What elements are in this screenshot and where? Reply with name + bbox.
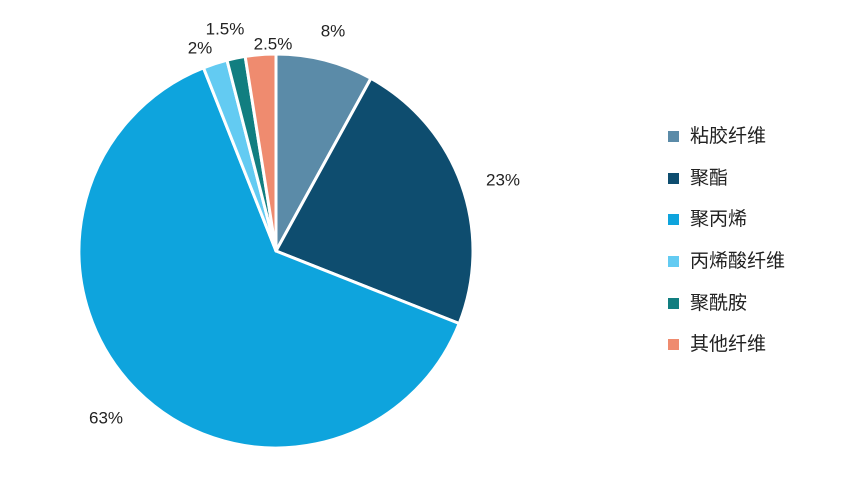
legend-label-5: 聚酰胺 [690, 291, 748, 314]
slice-data-label-2: 23% [486, 170, 520, 189]
legend-label-3: 聚丙烯 [690, 208, 748, 231]
legend-swatch-2 [668, 172, 679, 184]
legend-item-4: 丙烯酸纤维 [668, 241, 785, 283]
pie-slice-3 [77, 66, 461, 450]
pie-slice-1 [274, 52, 373, 253]
slice-data-label-1: 8% [321, 21, 346, 40]
slice-data-label-3: 63% [89, 408, 123, 427]
legend-item-1: 粘胶纤维 [668, 116, 785, 158]
pie-slice-2 [274, 76, 475, 326]
legend-swatch-3 [668, 214, 679, 226]
slice-data-labels: 8% 23% 63% 2%1.5% 2.5% [89, 19, 520, 427]
pie-slice-6 [243, 52, 278, 253]
slice-data-label-4: 2% [188, 38, 213, 57]
legend-item-5: 聚酰胺 [668, 282, 785, 324]
chart-legend: 粘胶纤维聚酯聚丙烯丙烯酸纤维聚酰胺其他纤维 [668, 116, 785, 366]
legend-swatch-6 [668, 339, 679, 351]
slice-data-label-5: 1.5% [206, 19, 245, 38]
legend-label-1: 粘胶纤维 [690, 125, 767, 148]
legend-swatch-4 [668, 256, 679, 268]
legend-label-2: 聚酯 [690, 166, 729, 189]
legend-label-6: 其他纤维 [690, 333, 767, 356]
legend-swatch-1 [668, 131, 679, 143]
legend-item-3: 聚丙烯 [668, 199, 785, 241]
legend-item-2: 聚酯 [668, 158, 785, 200]
legend-label-4: 丙烯酸纤维 [690, 250, 786, 273]
legend-item-6: 其他纤维 [668, 324, 785, 366]
slice-data-label-6: 2.5% [254, 34, 293, 53]
pie-slices [77, 52, 475, 450]
legend-swatch-5 [668, 297, 679, 309]
